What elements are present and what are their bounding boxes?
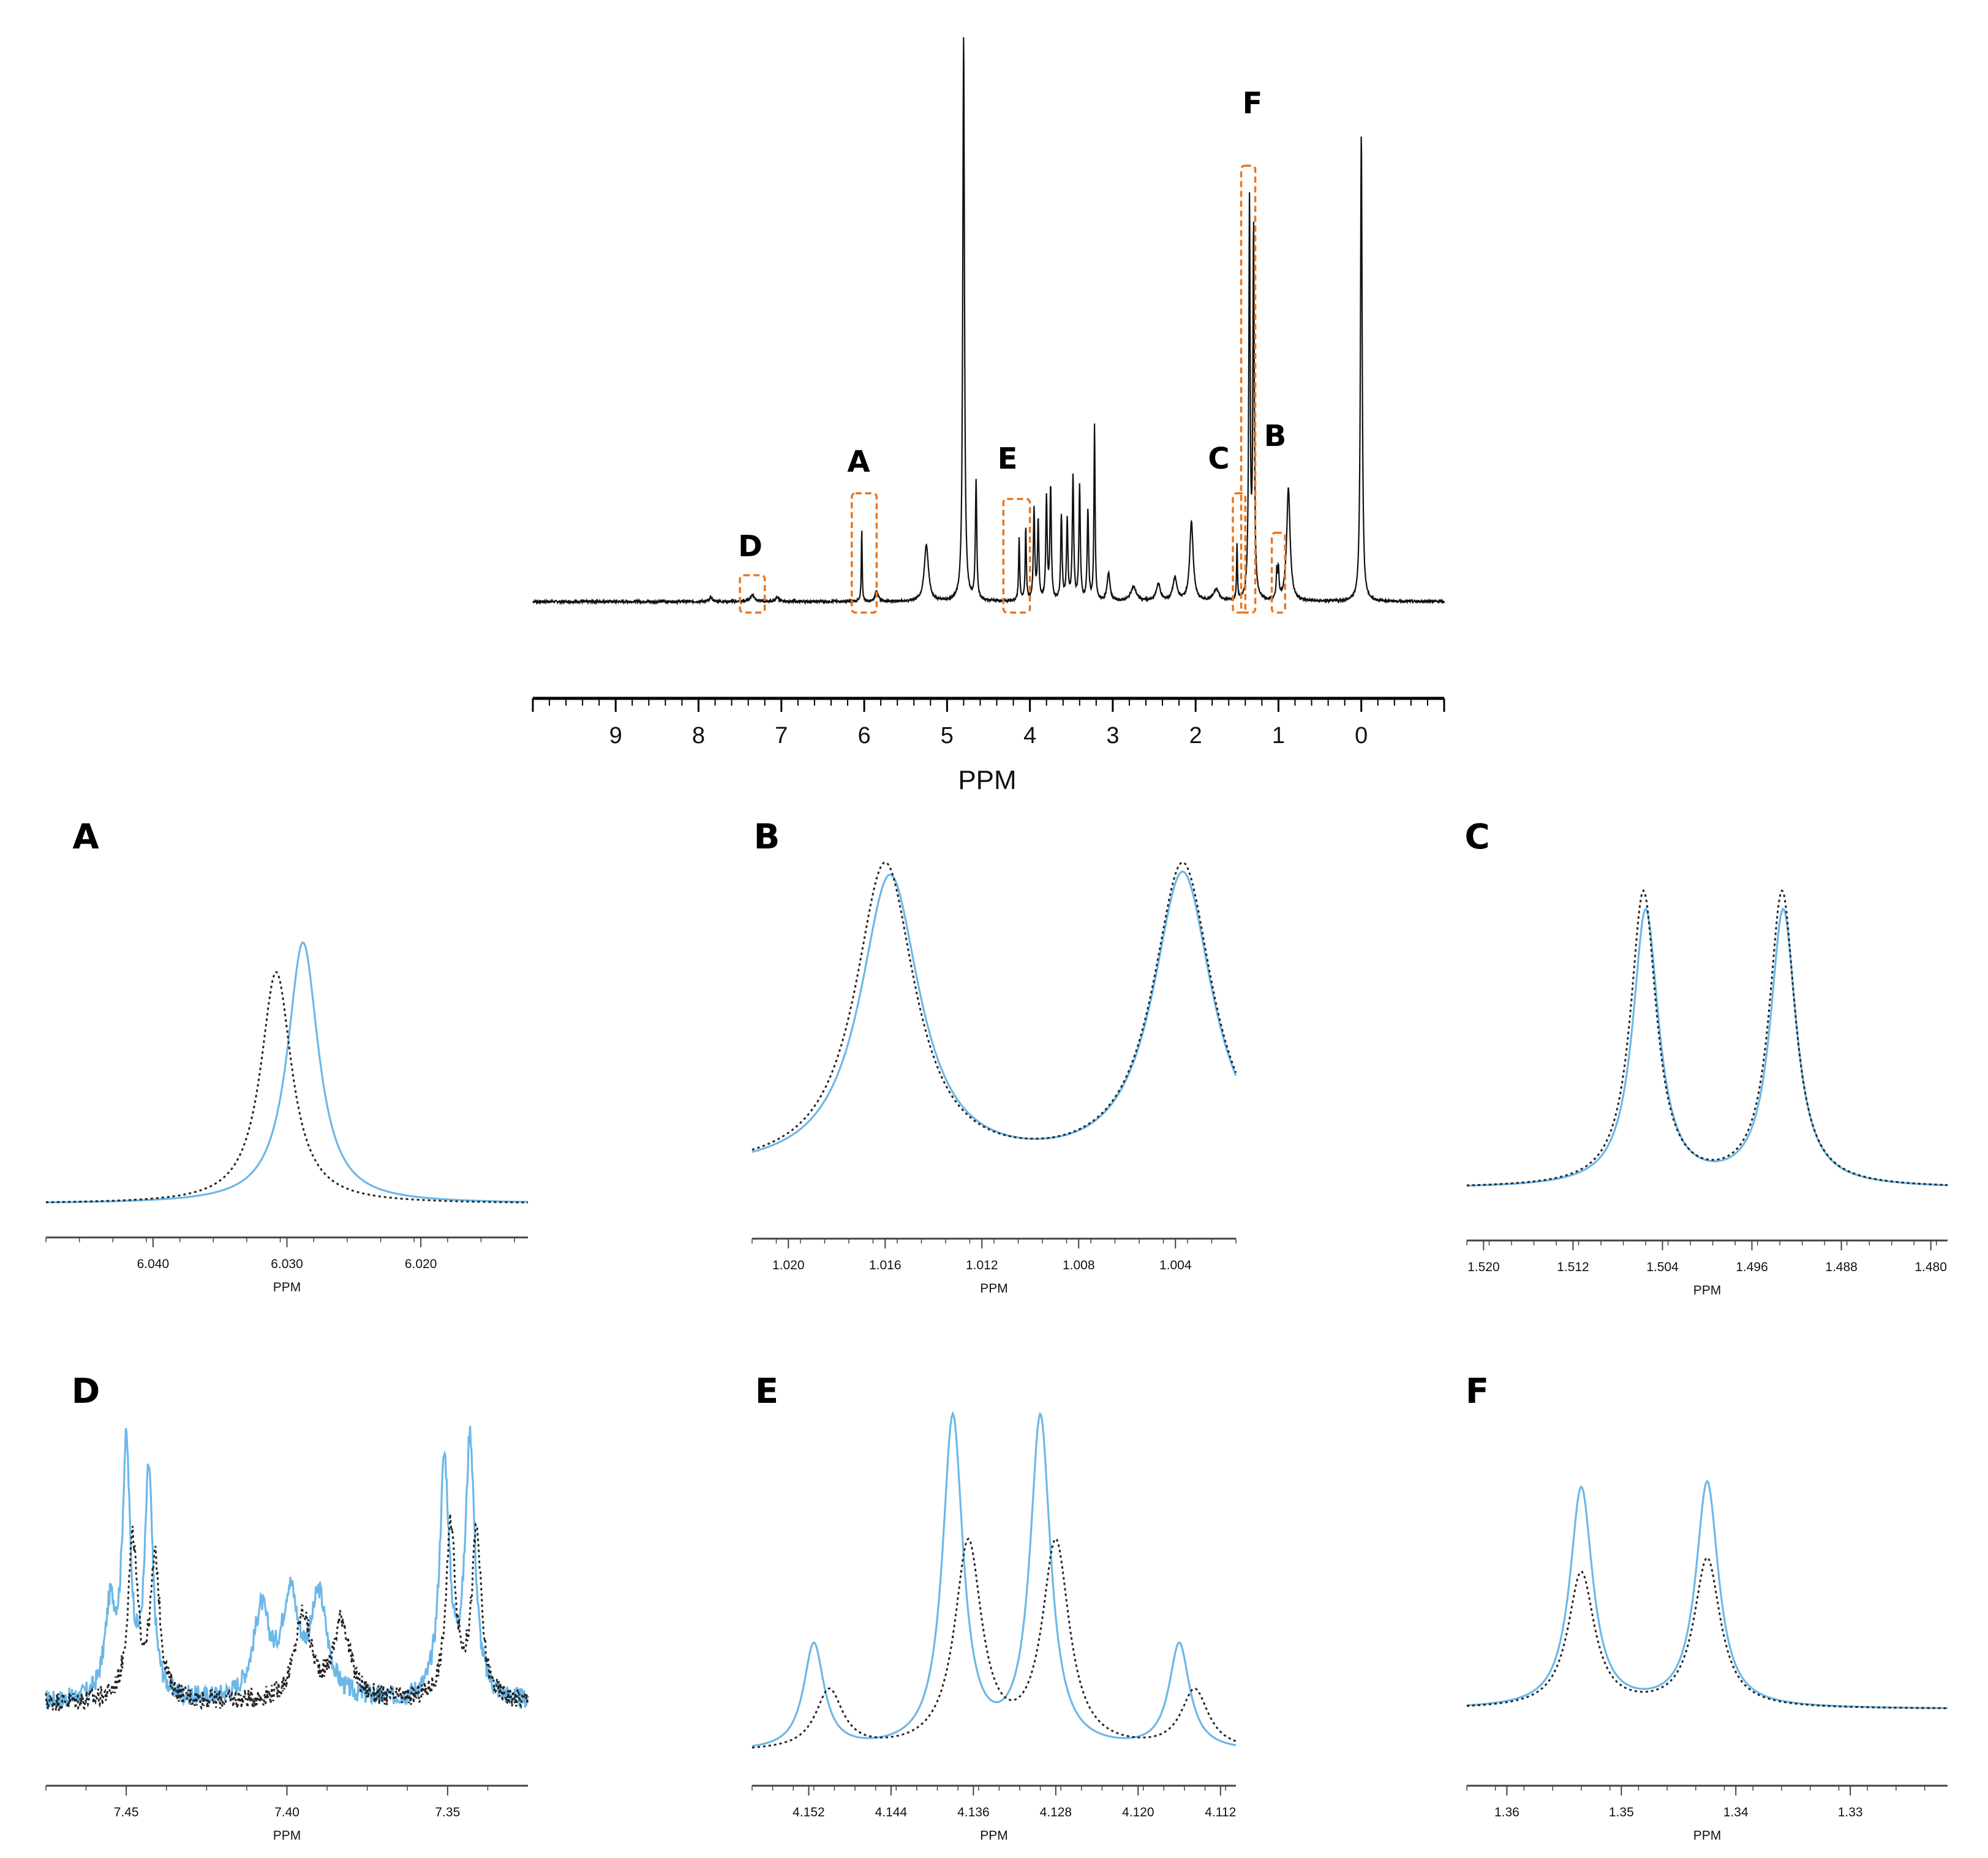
tick-label-f: 1.33 [1838,1805,1863,1819]
zoom-panel-e: E 4.152 4.144 4.136 4.128 4.120 4.112 PPM [751,1372,1237,1843]
main-tick-label: 6 [858,723,871,749]
tick-label-a: 6.040 [137,1257,170,1271]
tick-label-e: 4.128 [1040,1805,1072,1819]
tick-label-c: 1.480 [1915,1260,1947,1274]
panel-title-f: F [1466,1372,1489,1411]
tick-label-d: 7.35 [435,1805,460,1819]
axis-label-a: PPM [273,1280,301,1294]
main-spectrum-line [532,37,1445,606]
axis-label-c: PPM [1693,1283,1722,1297]
main-x-axis-label: PPM [958,765,1016,795]
panel-title-d: D [72,1372,100,1411]
zoom-panel-f: F 1.36 1.35 1.34 1.33 PPM [1466,1372,1948,1843]
tick-label-e: 4.120 [1122,1805,1154,1819]
reference-line-c [1466,889,1948,1187]
region-label-c: C [1208,442,1229,476]
main-tick-label: 0 [1355,723,1368,749]
tick-label-a: 6.020 [405,1257,437,1271]
tick-label-e: 4.112 [1205,1805,1236,1819]
reference-line-e [751,1537,1237,1749]
zoom-panel-c: C 1.520 1.512 1.504 1.496 1.488 1.480 PPM [1464,817,1948,1297]
tick-label-b: 1.008 [1063,1258,1095,1272]
main-spectrum-plot [532,37,1445,606]
tick-label-f: 1.36 [1494,1805,1519,1819]
zoom-panel-b: B 1.020 1.016 1.012 1.008 1.004 PPM [751,817,1237,1296]
axis-label-f: PPM [1693,1829,1722,1843]
tick-label-b: 1.012 [966,1258,998,1272]
main-tick-label: 8 [692,723,705,749]
measured-line-a [46,941,529,1204]
tick-label-e: 4.144 [875,1805,908,1819]
panel-title-a: A [72,817,99,857]
measured-line-c [1466,907,1948,1187]
tick-label-c: 1.512 [1557,1260,1589,1274]
main-tick-label: 2 [1189,723,1202,749]
main-tick-label: 5 [941,723,954,749]
tick-label-d: 7.45 [114,1805,139,1819]
tick-label-e: 4.152 [793,1805,825,1819]
tick-label-b: 1.004 [1159,1258,1192,1272]
tick-label-c: 1.488 [1825,1260,1858,1274]
zoom-panel-a: A 6.040 6.030 6.020 PPM [45,817,529,1294]
panel-title-c: C [1464,817,1489,857]
region-label-f: F [1243,86,1263,121]
main-spectrum-panel: 9 8 7 6 5 4 3 2 1 0 A B C D E F PPM [532,37,1445,795]
tick-label-f: 1.34 [1723,1805,1749,1819]
region-box-b [1270,532,1287,614]
tick-label-b: 1.020 [772,1258,805,1272]
axis-label-b: PPM [980,1282,1008,1296]
main-x-axis: 9 8 7 6 5 4 3 2 1 0 [532,697,1445,749]
measured-line-e [751,1411,1237,1747]
tick-label-c: 1.520 [1467,1260,1500,1274]
tick-label-f: 1.35 [1609,1805,1634,1819]
main-tick-label: 3 [1106,723,1119,749]
region-label-a: A [847,445,870,479]
region-box-a [851,492,878,614]
reference-line-b [751,861,1237,1151]
tick-label-c: 1.504 [1646,1260,1679,1274]
main-tick-label: 4 [1023,723,1036,749]
reference-line-d [45,1514,529,1714]
region-label-b: B [1264,419,1287,453]
zoom-panel-d: D 7.45 7.40 7.35 PPM [45,1372,529,1843]
main-tick-label: 1 [1272,723,1285,749]
panel-title-b: B [754,817,780,857]
tick-label-b: 1.016 [869,1258,902,1272]
region-box-c [1232,492,1247,614]
region-box-f [1240,164,1257,614]
region-boxes: A B C D E F [738,86,1287,614]
tick-label-d: 7.40 [274,1805,299,1819]
axis-label-d: PPM [273,1829,301,1843]
main-tick-label: 9 [609,723,622,749]
main-tick-label: 7 [775,723,788,749]
tick-label-c: 1.496 [1736,1260,1768,1274]
reference-line-f [1466,1556,1948,1709]
tick-label-e: 4.136 [957,1805,990,1819]
axis-label-e: PPM [980,1829,1008,1843]
measured-line-d [45,1426,529,1710]
region-label-d: D [738,529,762,564]
tick-label-a: 6.030 [271,1257,303,1271]
region-label-e: E [998,442,1018,476]
panel-title-e: E [755,1372,778,1411]
